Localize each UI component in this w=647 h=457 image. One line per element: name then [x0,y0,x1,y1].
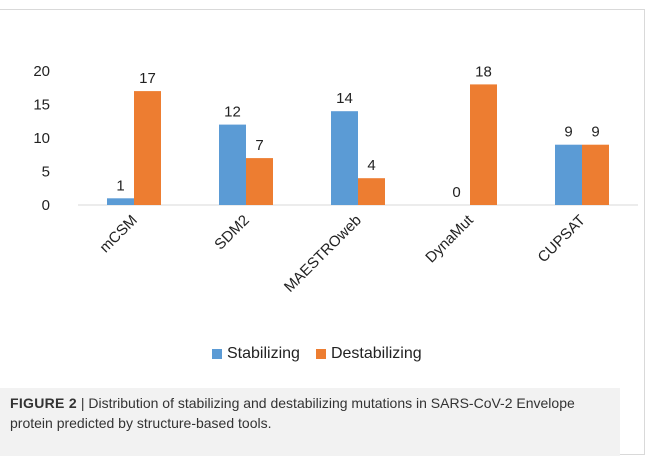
legend-item-stabilizing: Stabilizing [212,345,300,363]
legend-swatch-destabilizing [315,349,326,359]
legend-label-stabilizing: Stabilizing [227,345,300,362]
caption-text: Distribution of stabilizing and destabil… [10,395,575,431]
bar-destabilizing-dynamut [470,84,497,205]
data-label-stabilizing-dynamut: 0 [452,184,460,201]
data-label-destabilizing-sdm2: 7 [255,137,263,154]
bar-stabilizing-maestroweb [331,111,358,205]
legend: Stabilizing Destabilizing [212,345,438,363]
data-label-stabilizing-sdm2: 12 [224,104,241,121]
legend-swatch-stabilizing [212,349,222,359]
bar-chart: 0 5 10 15 20 1 17 mCSM 12 7 SDM2 14 4 MAESTROweb 0 18 Dy… [33,63,638,296]
category-label-cupsat: CUPSAT [535,212,589,266]
y-tick-label: 15 [33,97,50,114]
category-label-mcsm: mCSM [96,212,140,256]
bar-destabilizing-cupsat [582,144,609,205]
data-label-stabilizing-cupsat: 9 [564,124,572,141]
bar-stabilizing-sdm2 [219,124,246,205]
bar-stabilizing-mcsm [107,198,134,205]
y-tick-label: 0 [42,197,50,214]
legend-item-destabilizing: Destabilizing [315,345,422,363]
figure-caption: FIGURE 2 | Distribution of stabilizing a… [0,388,620,456]
category-label-dynamut: DynaMut [422,211,477,266]
bar-stabilizing-cupsat [555,144,582,205]
y-tick-label: 20 [33,63,50,80]
data-label-destabilizing-cupsat: 9 [591,124,599,141]
y-tick-label: 10 [33,130,50,147]
category-label-maestroweb: MAESTROweb [281,212,365,296]
data-label-destabilizing-maestroweb: 4 [367,157,375,174]
bar-destabilizing-sdm2 [246,158,273,205]
bar-destabilizing-maestroweb [358,178,385,205]
caption-label: FIGURE 2 [10,395,77,411]
category-label-sdm2: SDM2 [211,212,252,253]
data-label-stabilizing-mcsm: 1 [116,177,124,194]
y-tick-label: 5 [42,164,50,181]
legend-label-destabilizing: Destabilizing [330,345,422,362]
data-label-destabilizing-mcsm: 17 [139,70,156,87]
bar-destabilizing-mcsm [134,91,161,205]
caption-separator: | [76,395,89,411]
data-label-stabilizing-maestroweb: 14 [336,90,353,107]
data-label-destabilizing-dynamut: 18 [475,63,492,80]
